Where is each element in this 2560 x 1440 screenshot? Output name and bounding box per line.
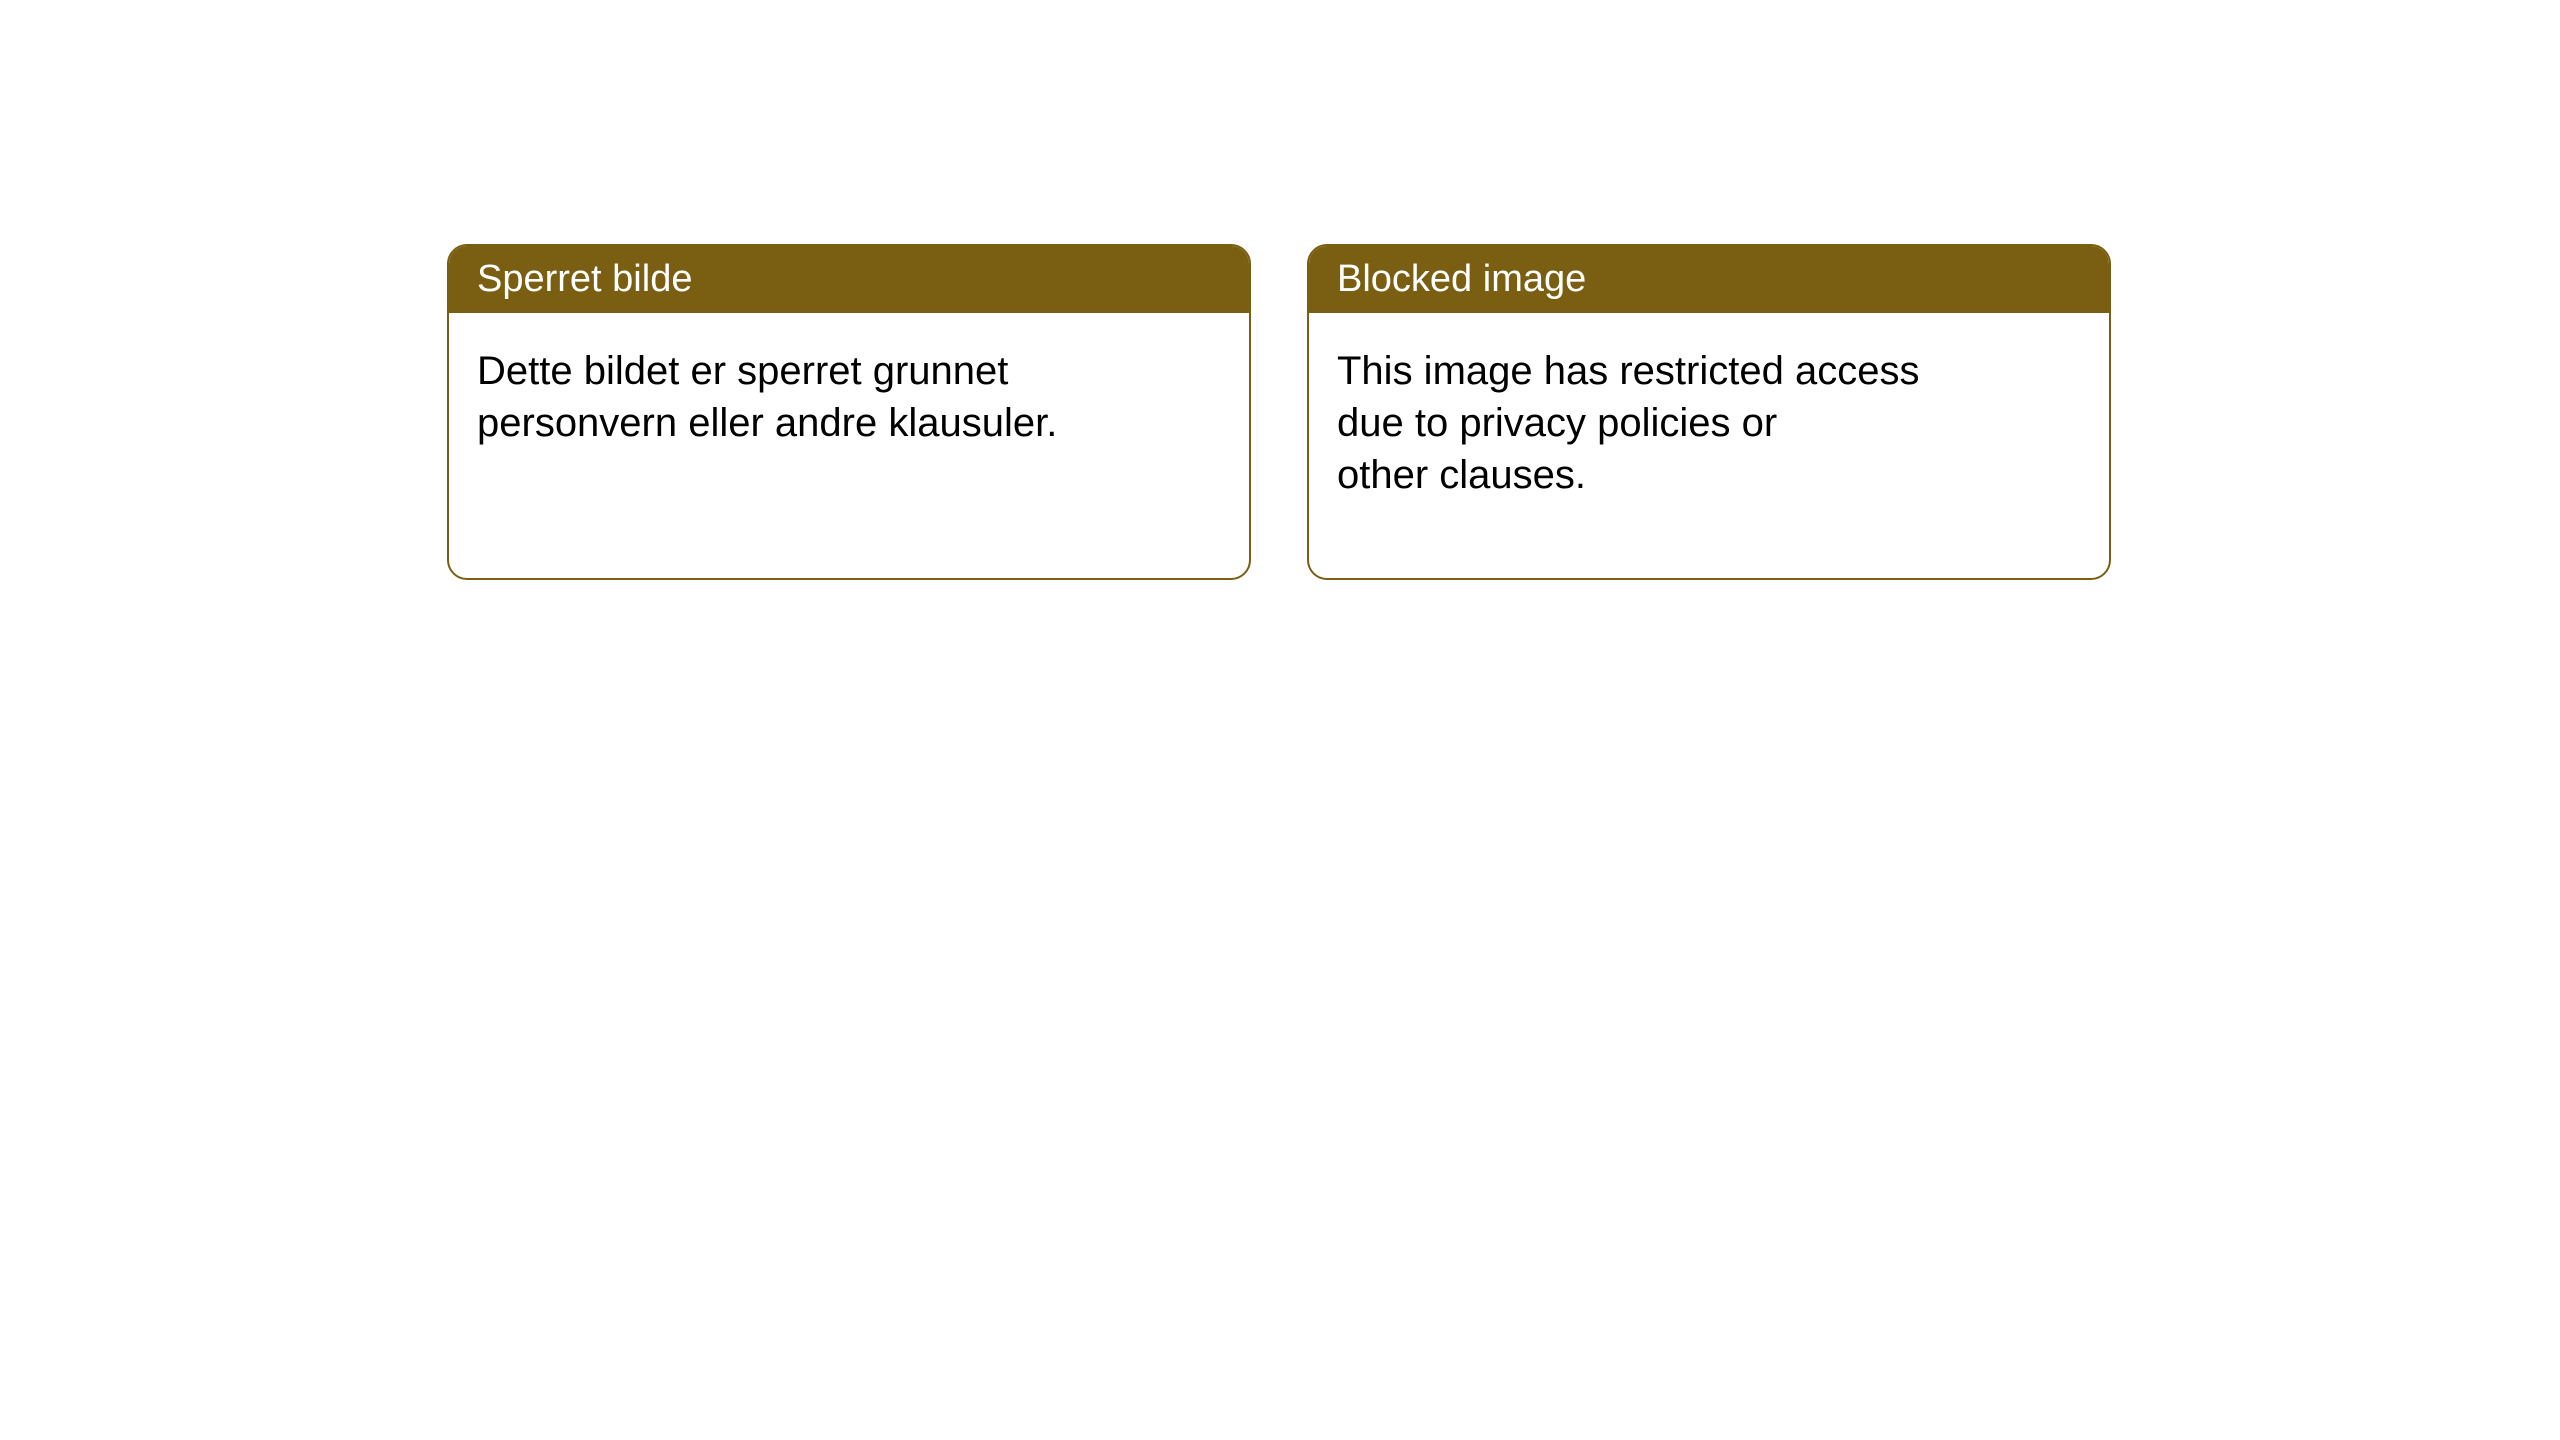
notice-body: This image has restricted access due to … (1309, 313, 2109, 533)
notice-header: Blocked image (1309, 246, 2109, 313)
notice-header: Sperret bilde (449, 246, 1249, 313)
notice-card-english: Blocked image This image has restricted … (1307, 244, 2111, 580)
notice-body: Dette bildet er sperret grunnet personve… (449, 313, 1249, 481)
notice-container: Sperret bilde Dette bildet er sperret gr… (447, 244, 2111, 580)
notice-card-norwegian: Sperret bilde Dette bildet er sperret gr… (447, 244, 1251, 580)
